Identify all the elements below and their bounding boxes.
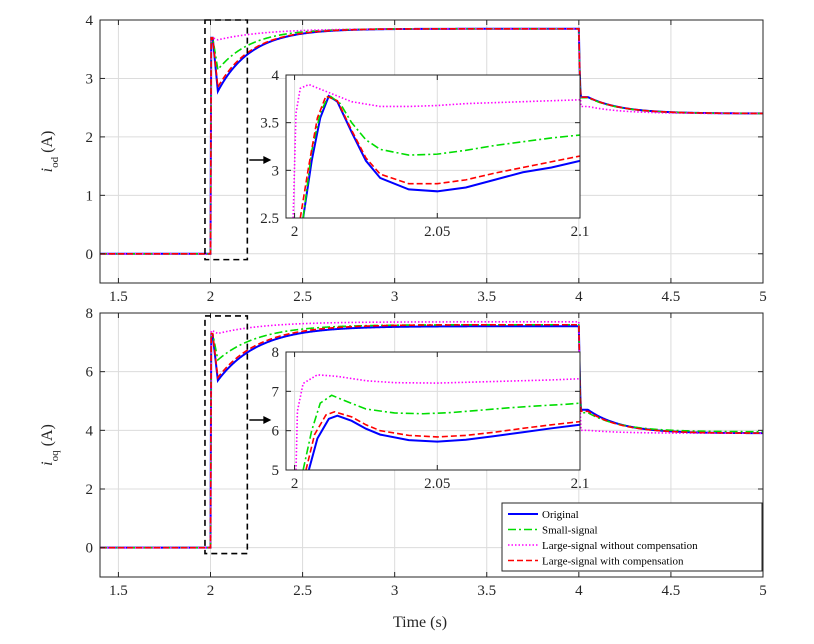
panel1-xtick-label: 2 [207, 583, 215, 599]
panel0-xtick-label: 3 [391, 289, 399, 305]
zoom-arrow-head [263, 416, 272, 424]
panel1-xtick-label: 4.5 [662, 583, 681, 599]
inset-series-line-large-signal-without-compensation [292, 83, 580, 218]
panel0-xtick-label: 5 [759, 289, 767, 305]
panel0-xtick-label: 2.5 [293, 289, 312, 305]
legend-box [501, 502, 763, 572]
y-axis-label-unit: (A) [39, 131, 56, 157]
x-axis-label: Time (s) [393, 614, 447, 631]
inset-plot: 2 2.05 2.1 5 6 7 8 [272, 345, 590, 492]
panel0-ytick-label: 0 [86, 247, 94, 263]
y-axis-label-unit: (A) [39, 424, 56, 450]
zoom-arrow-head [263, 156, 272, 164]
panel0-frame [99, 19, 764, 284]
series-line-large-signal-without-compensation [100, 27, 763, 255]
panel1-xtick-label: 3.5 [477, 583, 496, 599]
y-axis-label-subscript: oq [49, 450, 61, 462]
inset-series-line-small-signal [302, 394, 580, 470]
inset0-xtick-label: 2 [291, 224, 299, 240]
panel0-xtick-label: 3.5 [477, 289, 496, 305]
panel1-ytick-label: 0 [86, 541, 94, 557]
inset-background [286, 352, 580, 470]
inset-series-line-large-signal-with-compensation [305, 410, 580, 470]
legend-entry-label: Small-signal [542, 525, 598, 537]
series-line-large-signal-with-compensation [100, 323, 763, 549]
series-line-large-signal-without-compensation [100, 321, 763, 549]
y-axis-label-subscript: od [49, 156, 61, 168]
panel1-xtick-label: 5 [759, 583, 767, 599]
panel0-xtick-label: 2 [207, 289, 215, 305]
inset0-frame [285, 74, 581, 219]
panel0-xtick-label: 1.5 [109, 289, 128, 305]
panel1-ytick-label: 6 [86, 365, 94, 381]
series-line-small-signal [100, 323, 763, 549]
top-panel: 1.5 2 2.5 3 3.5 4 4.5 5 0 1 2 3 4 iod (A) 2 2.05 2.1 2.5 3… [39, 13, 767, 305]
zoom-region-box [204, 315, 249, 555]
inset-series-line-large-signal-with-compensation [299, 94, 580, 218]
panel1-ytick-label: 2 [86, 482, 94, 498]
inset0-ytick-label: 4 [272, 68, 280, 84]
panel1-ytick-label: 4 [86, 423, 94, 439]
panel1-xtick-label: 1.5 [109, 583, 128, 599]
y-axis-label: ioq (A) [39, 424, 61, 466]
panel0-xtick-label: 4 [575, 289, 583, 305]
series-line-large-signal-with-compensation [100, 27, 763, 255]
inset-series-line-small-signal [302, 93, 580, 218]
inset-series-line-original [307, 414, 580, 470]
inset0-ytick-label: 3.5 [260, 116, 279, 132]
panel1-xtick-label: 3 [391, 583, 399, 599]
panel0-ytick-label: 3 [86, 71, 94, 87]
inset-plot: 2 2.05 2.1 2.5 3 3.5 4 [260, 68, 589, 240]
panel0-ytick-label: 1 [86, 188, 94, 204]
inset1-ytick-label: 8 [272, 345, 280, 361]
legend-entry-label: Large-signal without compensation [542, 540, 698, 552]
inset1-xtick-label: 2.1 [571, 476, 590, 492]
inset0-ytick-label: 3 [272, 163, 280, 179]
inset1-ytick-label: 5 [272, 463, 280, 479]
inset1-xtick-label: 2 [291, 476, 299, 492]
inset0-xtick-label: 2.05 [424, 224, 450, 240]
panel0-ytick-label: 2 [86, 130, 94, 146]
panel1-xtick-label: 2.5 [293, 583, 312, 599]
zoom-region-box [204, 19, 249, 261]
legend-entry-label: Original [542, 509, 579, 521]
inset-series-line-original [302, 94, 580, 218]
panel0-ytick-label: 4 [86, 13, 94, 29]
y-axis-label-symbol: i [39, 461, 56, 465]
inset0-xtick-label: 2.1 [571, 224, 590, 240]
panel1-xtick-label: 4 [575, 583, 583, 599]
legend-entry-label: Large-signal with compensation [542, 556, 684, 568]
panel1-ytick-label: 8 [86, 306, 94, 322]
panel1-frame [99, 312, 764, 578]
y-axis-label: iod (A) [39, 131, 61, 173]
inset1-xtick-label: 2.05 [424, 476, 450, 492]
y-axis-label-symbol: i [39, 168, 56, 172]
inset1-ytick-label: 6 [272, 424, 280, 440]
inset1-ytick-label: 7 [272, 384, 280, 400]
inset0-ytick-label: 2.5 [260, 211, 279, 227]
legend: Original Small-signal Large-signal without… [501, 502, 763, 572]
inset1-frame [285, 351, 581, 471]
panel0-xtick-label: 4.5 [662, 289, 681, 305]
